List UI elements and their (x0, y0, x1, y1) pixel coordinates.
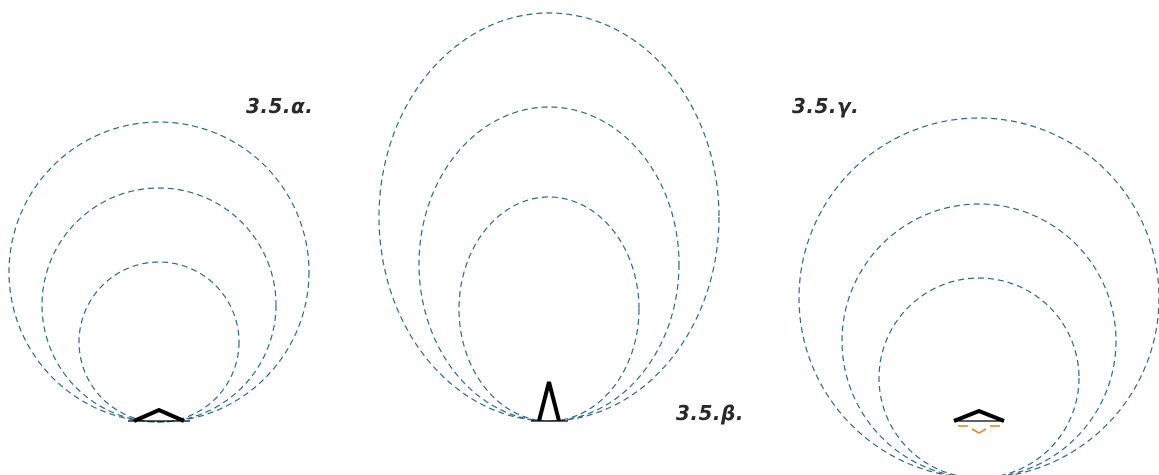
panel-a-circle-large (8, 121, 310, 423)
panel-c-circle-medium (841, 203, 1117, 475)
panel-c-caret-glyph (953, 408, 1005, 423)
panel-b-figure (378, 12, 720, 422)
panel-b-ellipse-large (378, 12, 720, 422)
panel-a-circle-medium (41, 187, 277, 423)
panel-b-ellipse-medium (418, 106, 680, 422)
panel-a-figure (8, 121, 310, 423)
panel-c-circle-large (798, 117, 1159, 475)
panel-a-circle-small (78, 261, 240, 423)
panel-label-c: 3.5.γ. (792, 94, 860, 118)
panel-c-figure (798, 117, 1159, 475)
panel-b-ellipse-small (458, 196, 640, 422)
panel-c-orange-chevron (971, 428, 987, 434)
panel-label-a: 3.5.α. (246, 94, 314, 118)
panel-a-caret-glyph (133, 407, 185, 423)
panel-c-circle-small (878, 277, 1080, 475)
panel-b-lambda-glyph (537, 381, 561, 422)
panel-label-b: 3.5.β. (676, 401, 744, 425)
